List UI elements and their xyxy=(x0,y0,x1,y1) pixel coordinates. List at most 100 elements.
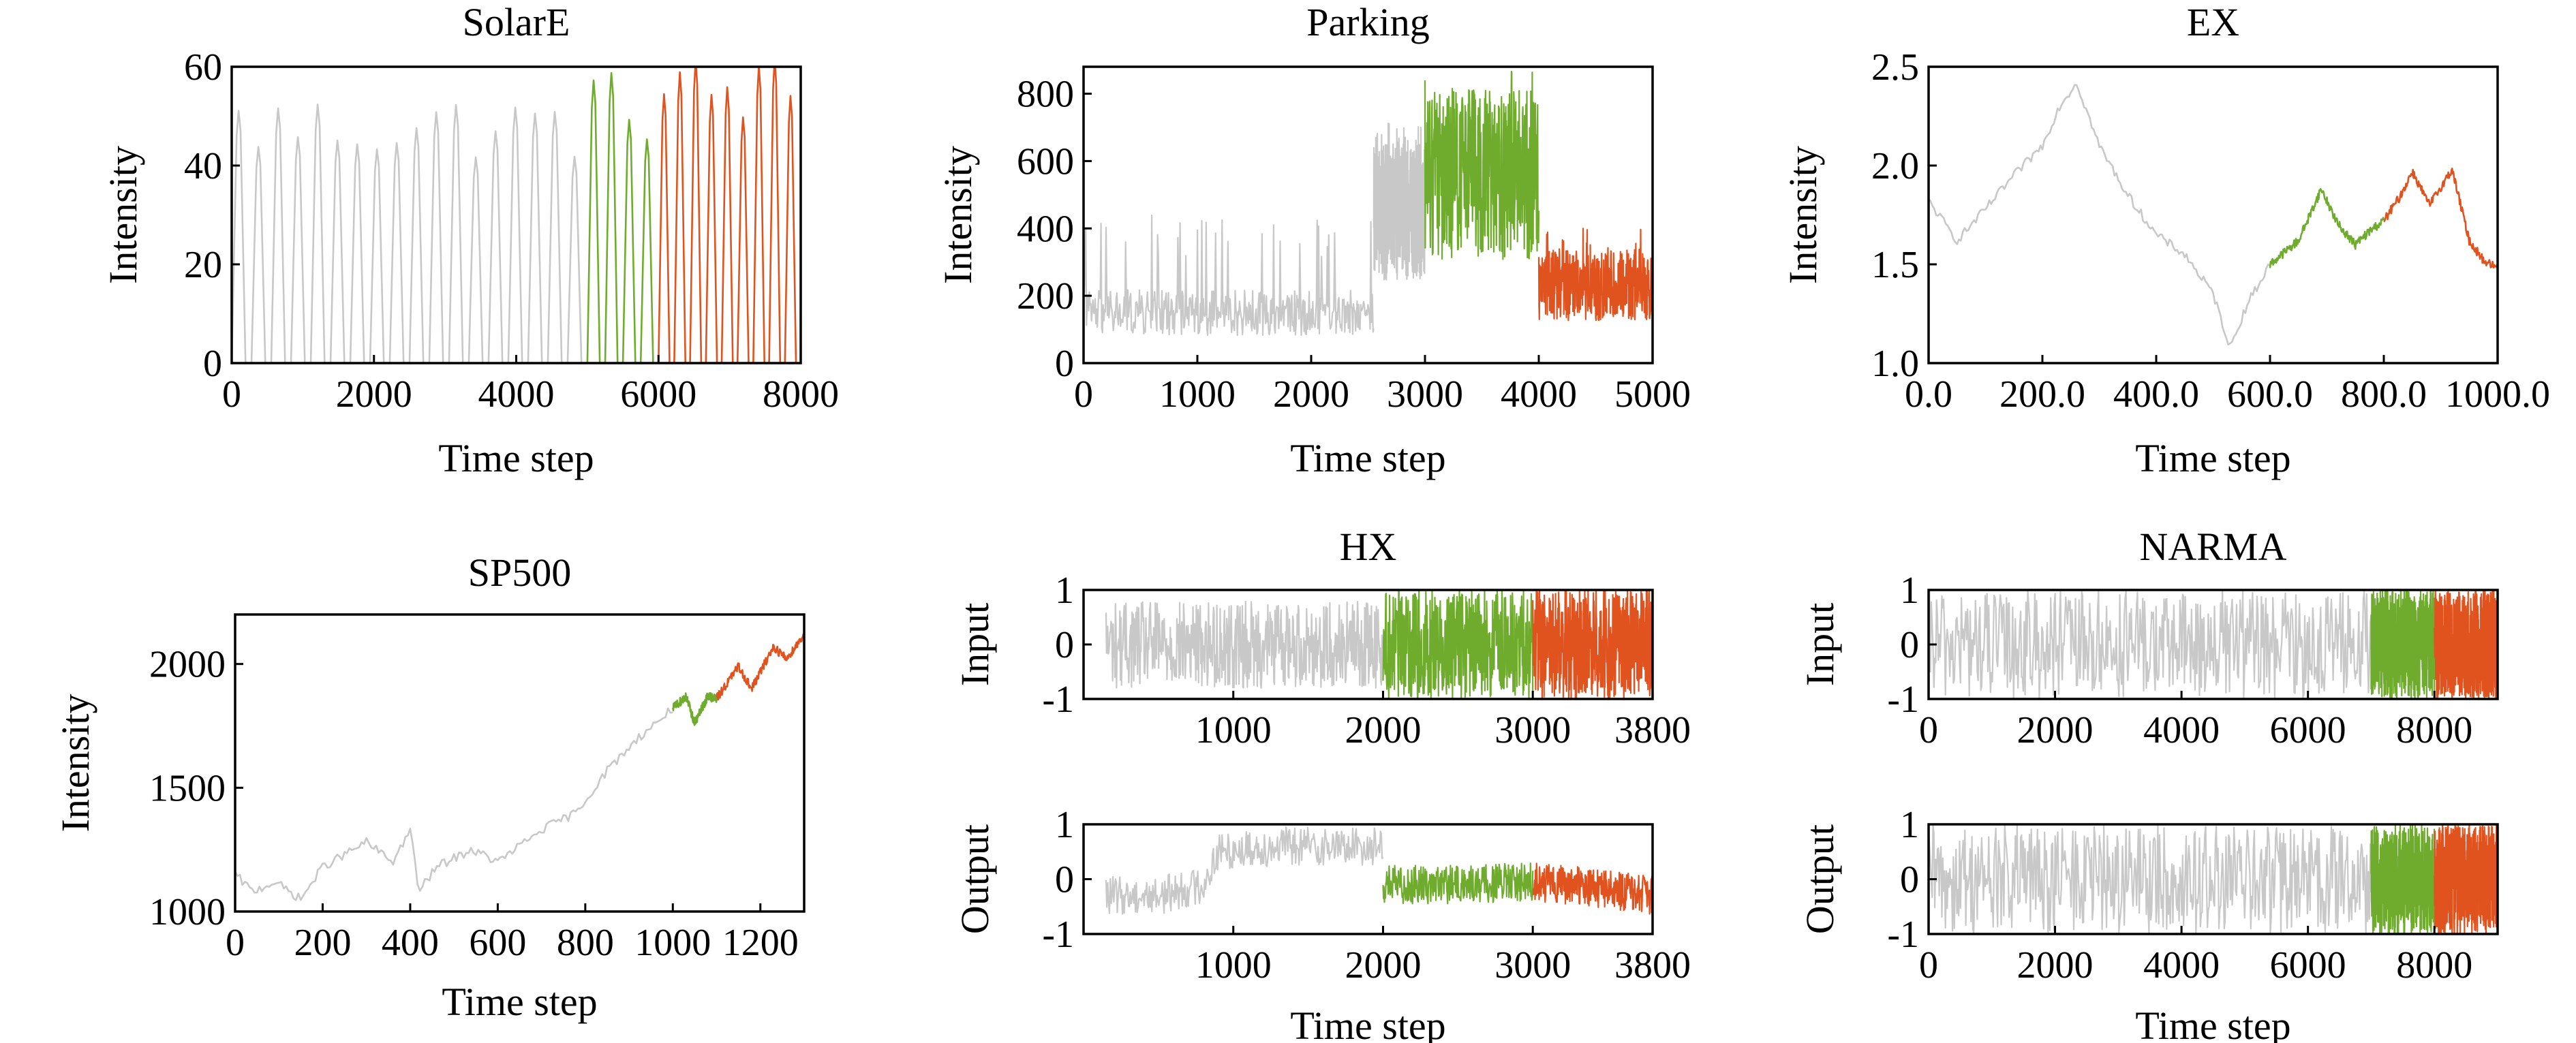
series-train-parking-1 xyxy=(1373,122,1426,281)
y-axis-label: Intensity xyxy=(936,146,980,284)
series-train-narma-input-0 xyxy=(1929,590,2372,699)
series-validation-hx-output-1 xyxy=(1382,862,1534,905)
y-tick-label: -1 xyxy=(1887,914,1919,956)
x-tick-label: 6000 xyxy=(2270,944,2346,986)
x-tick-label: 0.0 xyxy=(1905,373,1952,416)
y-axis-label: Input xyxy=(953,603,997,686)
y-tick-label: 1 xyxy=(1055,804,1074,846)
x-tick-label: 5000 xyxy=(1614,373,1691,416)
y-tick-label: 0 xyxy=(1900,624,1919,666)
series-test-hx-output-2 xyxy=(1532,862,1653,915)
series-train-sp500-0 xyxy=(235,707,673,901)
y-tick-label: 0 xyxy=(203,343,222,385)
chart-title: Parking xyxy=(1306,0,1429,44)
x-tick-label: 1000 xyxy=(1195,709,1272,751)
y-tick-label: 20 xyxy=(184,244,222,286)
x-tick-label: 0 xyxy=(222,373,241,416)
y-axis-label: Intensity xyxy=(101,146,145,284)
x-axis-label: Time step xyxy=(1290,1003,1445,1043)
x-axis-label: Time step xyxy=(2135,436,2290,480)
series-test-hx-input-2 xyxy=(1532,590,1653,699)
chart-title: SolarE xyxy=(463,0,570,44)
x-tick-label: 3000 xyxy=(1494,709,1571,751)
x-tick-label: 0 xyxy=(226,922,245,964)
y-tick-label: 0 xyxy=(1900,859,1919,901)
x-tick-label: 3000 xyxy=(1494,944,1571,986)
chart-solare: 0 2000 4000 6000 8000 0 20 40 60 SolarE Time step I… xyxy=(101,0,839,480)
y-tick-label: -1 xyxy=(1887,679,1919,721)
x-tick-label: 4000 xyxy=(1501,373,1577,416)
y-tick-label: 1 xyxy=(1900,570,1919,612)
x-tick-label: 0 xyxy=(1074,373,1093,416)
y-tick-label: 0 xyxy=(1055,624,1074,666)
series-train-hx-input-0 xyxy=(1105,600,1384,689)
x-tick-label: 8000 xyxy=(2396,944,2472,986)
y-tick-label: 1000 xyxy=(149,891,226,933)
x-tick-label: 600 xyxy=(469,922,526,964)
y-axis-label: Output xyxy=(953,824,997,934)
y-tick-label: 1.0 xyxy=(1871,343,1919,385)
chart-hx-output: 1000 2000 3000 3800 -1 0 1 Time step Output xyxy=(953,804,1691,1043)
y-tick-label: 1500 xyxy=(149,767,226,809)
x-tick-label: 200 xyxy=(294,922,351,964)
series-train-hx-output-0 xyxy=(1105,826,1384,915)
y-tick-label: 1 xyxy=(1055,570,1074,612)
y-axis-label: Intensity xyxy=(1781,146,1825,284)
y-axis-label: Intensity xyxy=(53,694,97,832)
x-tick-label: 1000 xyxy=(1159,373,1236,416)
x-tick-label: 400 xyxy=(382,922,439,964)
series-test-parking-3 xyxy=(1537,228,1653,322)
x-axis-label: Time step xyxy=(438,436,594,480)
series-train-solare-0 xyxy=(232,104,587,363)
series-train-narma-output-0 xyxy=(1929,824,2372,934)
y-tick-label: 400 xyxy=(1017,208,1074,250)
chart-parking: 0 1000 2000 3000 4000 5000 0 200 400 600 800 Parkin… xyxy=(936,0,1691,480)
y-tick-label: 2.0 xyxy=(1871,145,1919,187)
x-axis-label: Time step xyxy=(1290,436,1445,480)
x-tick-label: 1000 xyxy=(634,922,711,964)
x-tick-label: 1000.0 xyxy=(2445,373,2550,416)
x-tick-label: 400.0 xyxy=(2113,373,2199,416)
x-axis-label: Time step xyxy=(442,980,597,1024)
x-tick-label: 200.0 xyxy=(1999,373,2085,416)
series-validation-narma-input-1 xyxy=(2370,590,2436,699)
x-tick-label: 6000 xyxy=(2270,709,2346,751)
y-tick-label: 2000 xyxy=(149,644,226,686)
y-axis-label: Input xyxy=(1798,603,1842,686)
series-validation-parking-2 xyxy=(1424,70,1540,260)
x-tick-label: 3000 xyxy=(1387,373,1463,416)
plot-frame xyxy=(1927,65,2499,364)
x-tick-label: 2000 xyxy=(1273,373,1349,416)
series-test-sp500-2 xyxy=(716,633,804,701)
x-tick-label: 8000 xyxy=(2396,709,2472,751)
x-tick-label: 2000 xyxy=(1345,944,1421,986)
x-tick-label: 600.0 xyxy=(2227,373,2313,416)
series-test-narma-output-2 xyxy=(2434,824,2498,934)
x-tick-label: 4000 xyxy=(2143,944,2220,986)
y-tick-label: -1 xyxy=(1042,914,1074,956)
chart-title: NARMA xyxy=(2140,525,2287,569)
y-axis-label: Output xyxy=(1798,824,1842,934)
x-tick-label: 1000 xyxy=(1195,944,1272,986)
x-tick-label: 4000 xyxy=(478,373,555,416)
y-tick-label: 0 xyxy=(1055,343,1074,385)
y-tick-label: 1 xyxy=(1900,804,1919,846)
x-tick-label: 2000 xyxy=(336,373,412,416)
x-tick-label: 1200 xyxy=(722,922,799,964)
chart-title: HX xyxy=(1340,525,1397,569)
y-tick-label: 600 xyxy=(1017,140,1074,183)
x-tick-label: 0 xyxy=(1919,944,1938,986)
series-validation-sp500-1 xyxy=(672,692,718,726)
chart-hx-input: 1000 2000 3000 3800 -1 0 1 HX Input xyxy=(953,525,1691,751)
series-test-solare-2 xyxy=(658,67,801,363)
chart-title: SP500 xyxy=(468,550,572,595)
x-tick-label: 2000 xyxy=(2017,944,2094,986)
x-tick-label: 3800 xyxy=(1614,709,1691,751)
y-tick-label: 60 xyxy=(184,46,222,89)
plot-frame xyxy=(1082,65,1654,364)
x-tick-label: 2000 xyxy=(1345,709,1421,751)
chart-title: EX xyxy=(2187,0,2239,44)
